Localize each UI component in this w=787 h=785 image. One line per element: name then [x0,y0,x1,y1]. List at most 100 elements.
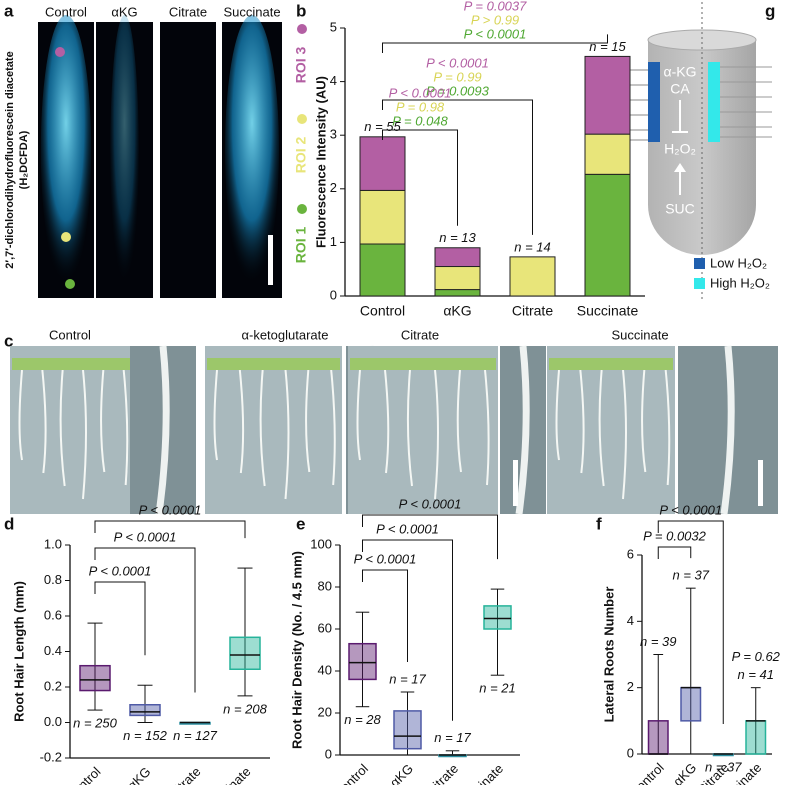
y-tick-label: 0.2 [44,678,62,693]
roi-dot [55,47,65,57]
root [82,369,87,500]
image-label: Citrate [169,4,207,19]
box [483,605,512,630]
p-value: P = 0.0093 [426,83,490,98]
image-label: Control [49,327,91,342]
root [384,369,390,474]
legend-label: ROI 1 [293,227,309,264]
high-zone [708,62,720,142]
y-tick-label: 0 [325,746,332,761]
x-tick-label: αKG [443,303,471,319]
x-tick-label: Citrate [423,761,461,785]
y-tick-label: 60 [318,620,332,635]
bracket [657,520,724,724]
y-tick-label: 20 [318,704,332,719]
box [229,636,261,670]
y-tick-label: 6 [627,546,634,561]
panel-letter: b [296,1,306,20]
y-tick-label: 0.8 [44,572,62,587]
panel-letter: e [296,514,305,533]
y-axis-label: Fluorescence Intensity (AU) [313,76,328,248]
image-ylabel: (H₂DCFDA) [18,130,30,189]
legend-dot [297,204,307,214]
bracket [94,520,246,539]
panel-letter: g [765,1,775,20]
p-value: P = 0.048 [392,113,448,128]
p-value: P < 0.0001 [389,85,452,100]
legend-label: High H₂O₂ [710,275,770,290]
n-label: n = 37 [705,759,742,774]
plate-photo [348,346,498,514]
y-tick-label: 4 [330,73,337,88]
p-value: P < 0.0001 [139,502,202,517]
bracket [362,514,498,560]
root [122,369,129,486]
y-tick-label: 1.0 [44,536,62,551]
p-value: P < 0.0001 [89,563,152,578]
low-zone [648,62,660,142]
root [100,369,106,473]
n-label: n = 152 [123,728,168,743]
y-tick-label: 100 [310,536,332,551]
p-value: P < 0.0001 [376,521,439,536]
root [18,369,23,461]
y-tick-label: 0.0 [44,714,62,729]
closeup-root [720,345,735,515]
model-label: CA [670,81,690,97]
n-label: n = 13 [439,230,476,245]
n-label: n = 41 [737,667,774,682]
micrograph [160,22,216,298]
root-signal [225,15,279,285]
box [129,704,161,717]
image-label: Succinate [611,327,668,342]
root [664,369,671,486]
root [555,369,560,461]
y-tick-label: 80 [318,578,332,593]
n-label: n = 17 [389,671,426,686]
image-label: Citrate [401,327,439,342]
bracket [94,581,146,656]
root [484,369,490,486]
y-tick-label: 4 [627,613,634,628]
image-label: α-ketoglutarate [241,327,328,342]
root [41,369,47,474]
seedlings [350,358,496,370]
legend-swatch [694,278,705,289]
p-value: P < 0.0001 [464,26,527,41]
x-tick-label: αKG [124,764,153,785]
y-tick-label: 0.4 [44,643,62,658]
bar-segment [434,289,481,297]
x-tick-label: Succinate [455,761,506,785]
legend-dot [297,24,307,34]
bar-segment [584,133,631,175]
panel-letter: a [4,1,14,20]
p-value: P < 0.0001 [426,55,489,70]
scale-bar [758,460,763,506]
root [598,369,605,487]
legend-dot [297,114,307,124]
bar-segment [584,173,631,297]
bar-segment [359,243,406,297]
image-ylabel: 2′,7′-dichlorodihydrofluorescein diaceta… [4,51,16,268]
root [259,369,266,487]
x-tick-label: Control [331,761,371,785]
image-label: Control [45,4,87,19]
cylinder-top [647,29,757,51]
plate-photo [10,346,132,514]
root [456,369,462,473]
n-label: n = 37 [672,568,709,583]
root [406,369,413,487]
y-tick-label: 0.6 [44,607,62,622]
panel-letter: c [4,331,13,350]
legend-label: ROI 2 [293,137,309,174]
image-label: αKG [111,4,137,19]
y-tick-label: 3 [330,127,337,142]
closeup-root [515,345,530,515]
y-tick-label: 40 [318,662,332,677]
y-axis-label: Root Hair Length (mm) [11,581,26,722]
plate-photo [205,346,342,514]
legend-label: Low H₂O₂ [710,255,767,270]
p-value: P < 0.0001 [659,502,722,517]
y-tick-label: -0.2 [40,749,62,764]
